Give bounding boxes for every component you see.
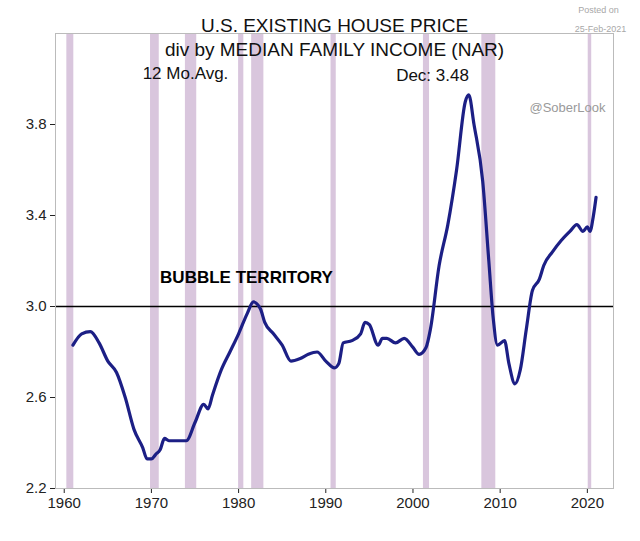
svg-text:2020: 2020	[571, 494, 604, 511]
svg-text:1970: 1970	[135, 494, 168, 511]
svg-text:3.0: 3.0	[26, 297, 47, 314]
svg-text:1990: 1990	[309, 494, 342, 511]
svg-text:3.4: 3.4	[26, 206, 47, 223]
svg-text:2.6: 2.6	[26, 388, 47, 405]
svg-text:BUBBLE TERRITORY: BUBBLE TERRITORY	[160, 268, 334, 287]
svg-text:1980: 1980	[222, 494, 255, 511]
svg-text:1960: 1960	[48, 494, 81, 511]
svg-text:2000: 2000	[396, 494, 429, 511]
svg-text:div by MEDIAN FAMILY INCOME (N: div by MEDIAN FAMILY INCOME (NAR)	[165, 39, 504, 60]
svg-text:12 Mo.Avg.: 12 Mo.Avg.	[143, 64, 229, 83]
svg-text:@SoberLook: @SoberLook	[529, 100, 606, 115]
svg-text:2010: 2010	[483, 494, 516, 511]
svg-text:3.8: 3.8	[26, 115, 47, 132]
svg-text:U.S. EXISTING HOUSE PRICE: U.S. EXISTING HOUSE PRICE	[201, 15, 468, 36]
svg-text:2.2: 2.2	[26, 479, 47, 496]
svg-text:Dec: 3.48: Dec: 3.48	[396, 66, 469, 85]
svg-text:25-Feb-2021: 25-Feb-2021	[575, 24, 627, 34]
svg-text:Posted on: Posted on	[578, 5, 619, 15]
